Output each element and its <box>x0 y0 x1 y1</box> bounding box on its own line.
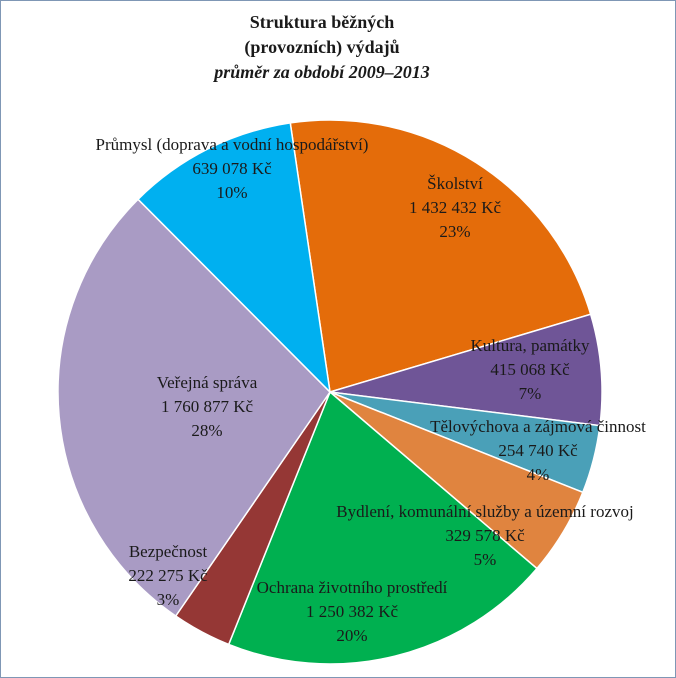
percent-label: 3% <box>157 590 180 609</box>
value-label: 1 432 432 Kč <box>409 198 502 217</box>
slice-label: Školství <box>427 174 483 193</box>
slice-label: Ochrana životního prostředí <box>257 578 448 597</box>
slice-label: Bydlení, komunální služby a územní rozvo… <box>336 502 633 521</box>
chart-title: Struktura běžných <box>250 12 395 32</box>
value-label: 415 068 Kč <box>490 360 570 379</box>
value-label: 1 250 382 Kč <box>306 602 399 621</box>
percent-label: 7% <box>519 384 542 403</box>
slice-label: Průmysl (doprava a vodní hospodářství) <box>96 135 369 154</box>
value-label: 254 740 Kč <box>498 441 578 460</box>
percent-label: 23% <box>439 222 470 241</box>
pie-slice <box>329 313 603 427</box>
slice-label: Veřejná správa <box>157 373 258 392</box>
percent-label: 10% <box>216 183 247 202</box>
value-label: 222 275 Kč <box>128 566 208 585</box>
chart-title: (provozních) výdajů <box>244 37 399 58</box>
value-label: 329 578 Kč <box>445 526 525 545</box>
percent-label: 20% <box>336 626 367 645</box>
slice-label: Bezpečnost <box>129 542 208 561</box>
percent-label: 4% <box>527 465 550 484</box>
chart-subtitle: průměr za období 2009–2013 <box>212 62 430 82</box>
pie <box>57 119 603 665</box>
percent-label: 5% <box>474 550 497 569</box>
pie-slice <box>227 390 539 665</box>
percent-label: 28% <box>191 421 222 440</box>
pie-slice <box>136 122 332 395</box>
value-label: 639 078 Kč <box>192 159 272 178</box>
pie-slice <box>57 198 331 618</box>
pie-slice <box>289 119 592 393</box>
value-label: 1 760 877 Kč <box>161 397 254 416</box>
slice-label: Kultura, památky <box>471 336 590 355</box>
slice-label: Tělovýchova a zájmová činnost <box>430 417 646 436</box>
